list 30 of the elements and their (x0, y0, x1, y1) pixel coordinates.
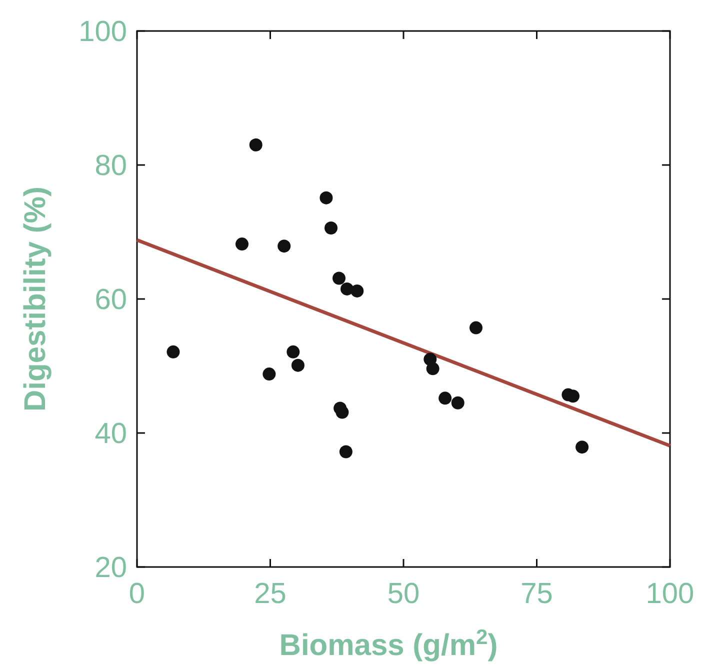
point (286, 345, 300, 358)
point (336, 406, 349, 419)
point (350, 284, 364, 298)
x-tick-label: 50 (387, 578, 420, 610)
point (426, 362, 440, 376)
point (339, 445, 352, 458)
x-tick-label: 0 (128, 578, 146, 610)
y-tick-label: 100 (78, 16, 127, 48)
y-tick-label: 60 (94, 284, 127, 316)
point (249, 138, 262, 152)
y-tick-label: 80 (94, 150, 127, 182)
point (320, 191, 333, 204)
point (576, 440, 589, 454)
point (236, 238, 248, 251)
point (451, 396, 464, 410)
point (438, 392, 452, 405)
x-axis-title: Biomass (g/m$^{2}$) (279, 626, 498, 662)
y-tick-label: 40 (94, 418, 127, 450)
point (291, 358, 304, 372)
y-axis-title: Digestibility (%) (19, 186, 52, 412)
point (166, 345, 180, 358)
x-tick-label: 75 (520, 578, 553, 610)
point (324, 221, 338, 234)
x-tick-label: 25 (254, 578, 286, 610)
point (469, 321, 482, 334)
point (332, 272, 346, 285)
x-tick-label: 100 (646, 578, 694, 610)
point (262, 368, 276, 381)
point (278, 240, 291, 253)
y-tick-label: 20 (94, 552, 127, 584)
